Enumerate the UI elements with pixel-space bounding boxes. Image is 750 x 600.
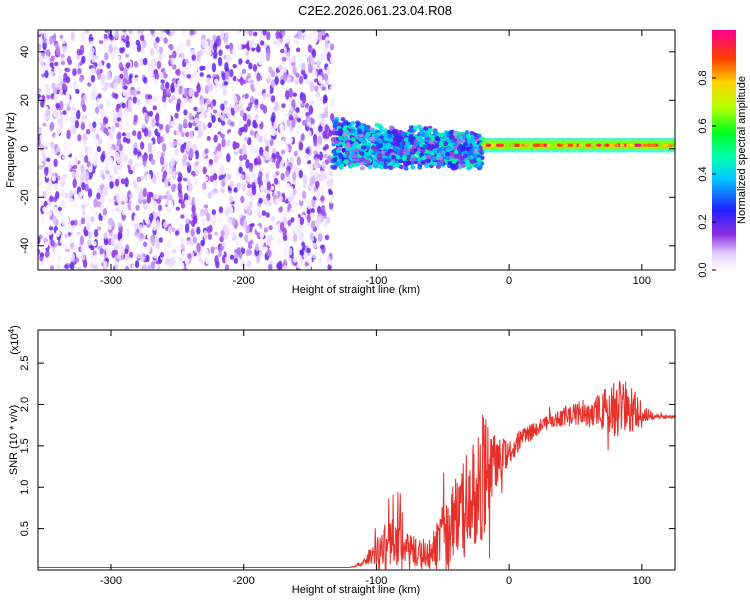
colorbar-tick-label: 0.4 (697, 166, 709, 181)
snr-xtick-label: -200 (233, 575, 255, 587)
spectrogram-ytick-label: -20 (19, 189, 31, 205)
snr-ytick-label: 2.0 (19, 397, 31, 412)
spectrogram-region-noise (38, 30, 335, 270)
snr-xtick-label: -300 (100, 575, 122, 587)
spectrogram-region-signal (480, 137, 675, 153)
snr-xtick-label: 0 (506, 575, 512, 587)
snr-panel: -300 -200 -100 0 100 0.5 1.0 1.5 2.0 2.5 Height o… (7, 325, 676, 596)
colorbar-tick-label: 0.8 (697, 70, 709, 85)
colorbar-ticks: 0.0 0.2 0.4 0.6 0.8 (697, 70, 716, 278)
spectrogram-ytick-label: 20 (19, 94, 31, 106)
spectrogram-region-transition (330, 116, 485, 171)
snr-ytick-label: 0.5 (19, 521, 31, 536)
colorbar-tick-label: 0.6 (697, 118, 709, 133)
spectrogram-xtick-label: 100 (633, 275, 651, 287)
snr-xtick-label: 100 (633, 575, 651, 587)
chart-title: C2E2.2026.061.23.04.R08 (298, 3, 452, 18)
spectrogram-xtick-label: -300 (100, 275, 122, 287)
snr-background (38, 330, 675, 570)
spectrogram-ytick-label: 0 (19, 146, 31, 152)
spectrogram-ytick-label: 40 (19, 46, 31, 58)
snr-ytick-label: 1.0 (19, 480, 31, 495)
snr-ytick-label: 1.5 (19, 438, 31, 453)
spectrogram-ytick-label: -40 (19, 238, 31, 254)
snr-xtick-label: -100 (365, 575, 387, 587)
spectrogram-xtick-label: -200 (233, 275, 255, 287)
snr-multiplier: (x104) (7, 325, 21, 355)
snr-ticks: -300 -200 -100 0 100 0.5 1.0 1.5 2.0 2.5 (19, 330, 675, 587)
spectrogram-ylabel: Frequency (Hz) (5, 112, 17, 188)
spectrogram-xtick-label: -100 (365, 275, 387, 287)
spectrogram-xlabel: Height of straight line (km) (292, 284, 420, 296)
colorbar: 0.0 0.2 0.4 0.6 0.8 Normalized spectral ampl… (697, 30, 748, 278)
colorbar-gradient (712, 30, 736, 270)
colorbar-label: Normalized spectral amplitude (736, 76, 748, 224)
snr-ytick-label: 2.5 (19, 355, 31, 370)
snr-ylabel: SNR (10 * v/v) (8, 405, 20, 475)
snr-series-line (38, 380, 675, 570)
colorbar-tick-label: 0.2 (697, 214, 709, 229)
spectrogram-marks (38, 30, 675, 270)
spectrogram-xtick-label: 0 (506, 275, 512, 287)
spectrogram-frame (37, 29, 676, 271)
snr-xlabel: Height of straight line (km) (292, 584, 420, 596)
snr-frame (37, 329, 676, 571)
colorbar-tick-label: 0.0 (697, 262, 709, 277)
